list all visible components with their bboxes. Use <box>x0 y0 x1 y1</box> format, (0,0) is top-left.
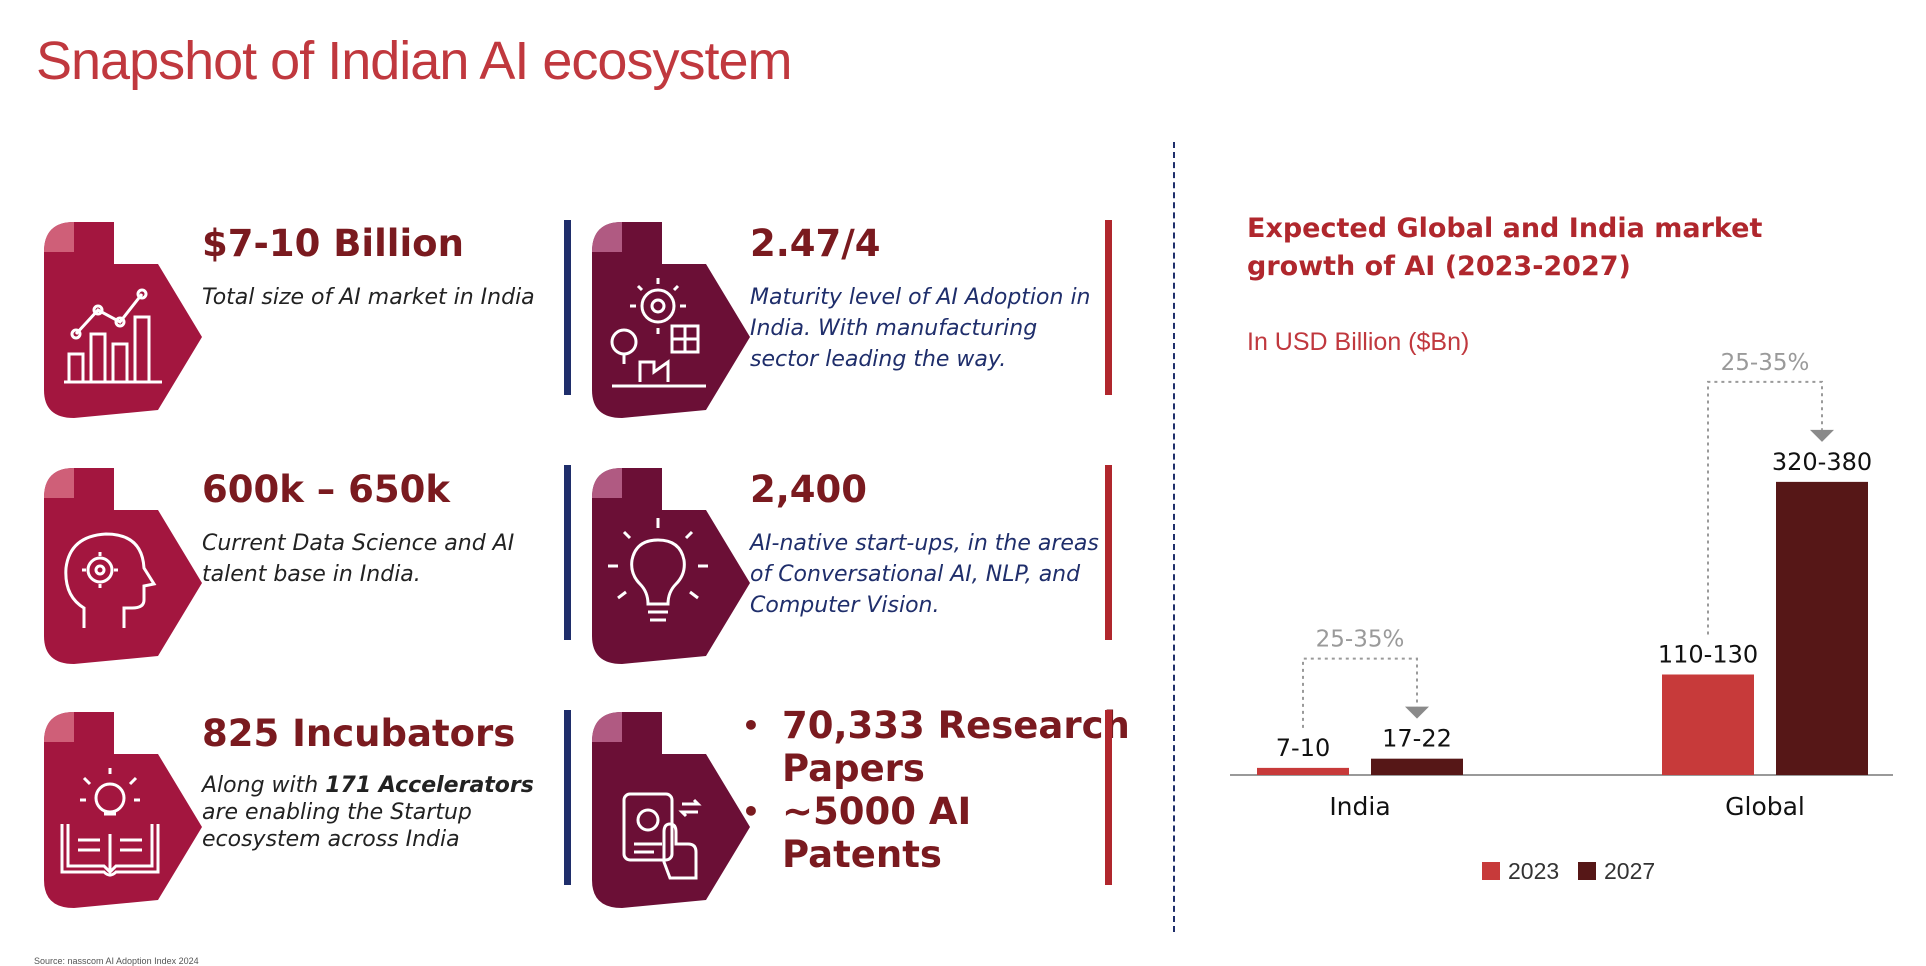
desc-bold: 171 Accelerators <box>325 773 534 798</box>
bar-global-2027 <box>1776 481 1868 775</box>
growth-arrow-global <box>1810 429 1834 442</box>
icon-tab <box>592 712 750 908</box>
icon-tab <box>44 222 202 418</box>
stat-description: Along with 171 Accelerators are enabling… <box>202 772 562 853</box>
stat-value: 2.47/4 <box>750 222 881 265</box>
bar-india-2023 <box>1257 767 1349 775</box>
desc-pre: Along with <box>202 773 326 798</box>
stat-value: $7-10 Billion <box>202 222 464 265</box>
bullet-text: ~5000 AI Patents <box>782 790 972 876</box>
section-divider <box>1173 142 1175 932</box>
page-title: Snapshot of Indian AI ecosystem <box>36 31 792 91</box>
divider-bar <box>564 465 571 640</box>
bullet-dot: • <box>742 795 760 828</box>
divider-bar <box>1105 220 1112 395</box>
desc-post: are enabling the Startup ecosystem acros… <box>202 800 472 852</box>
icon-tab <box>592 468 750 664</box>
stat-value: 2,400 <box>750 468 868 511</box>
divider-bar <box>1105 465 1112 640</box>
chart-title: Expected Global and India market growth … <box>1247 213 1763 282</box>
icon-tab <box>592 222 750 418</box>
icon-tab <box>44 468 202 664</box>
stat-description: Current Data Science and AI talent base … <box>202 531 515 587</box>
growth-label-india: 25-35% <box>1316 627 1405 653</box>
x-tick-label-india: India <box>1329 792 1390 821</box>
stat-description: Total size of AI market in India <box>202 285 535 310</box>
stat-value: 825 Incubators <box>202 712 516 755</box>
data-label-global-2027: 320-380 <box>1772 448 1872 476</box>
growth-label-global: 25-35% <box>1721 350 1810 376</box>
chart-unit-label: In USD Billion ($Bn) <box>1247 328 1470 356</box>
research-bullet-list: • 70,333 Research Papers • ~5000 AI Patent… <box>742 704 1142 876</box>
growth-connector-global <box>1707 380 1823 635</box>
patent-hand-icon <box>622 792 702 880</box>
stat-description: AI-native start-ups, in the areas of Con… <box>750 531 1099 618</box>
legend-label-2027: 2027 <box>1604 858 1655 884</box>
growth-connector-india <box>1302 657 1418 728</box>
bar-india-2027 <box>1371 758 1463 775</box>
bullet-ai-patents: • ~5000 AI Patents <box>742 790 1142 876</box>
divider-bar <box>564 220 571 395</box>
x-tick-label-global: Global <box>1725 792 1805 821</box>
legend-swatch-2023 <box>1482 862 1500 880</box>
bullet-text: 70,333 Research Papers <box>782 704 1130 790</box>
lightbulb-icon <box>608 518 708 622</box>
divider-bar <box>564 710 571 885</box>
divider-bar <box>1105 710 1112 885</box>
bullet-dot: • <box>742 709 760 742</box>
data-label-india-2027: 17-22 <box>1382 725 1452 753</box>
bar-global-2023 <box>1662 674 1754 775</box>
source-note: Source: nasscom AI Adoption Index 2024 <box>34 956 199 966</box>
stat-description: Maturity level of AI Adoption in India. … <box>750 285 1091 372</box>
growth-arrow-india <box>1405 706 1429 719</box>
bar-growth-chart-icon <box>64 288 162 384</box>
bullet-research-papers: • 70,333 Research Papers <box>742 704 1142 790</box>
growth-bar-chart: 7-10 17-22 India 110-130 320-380 Global 25-35%… <box>1230 350 1893 884</box>
data-label-global-2023: 110-130 <box>1658 641 1758 669</box>
head-gear-icon <box>64 532 157 628</box>
stat-value: 600k – 650k <box>202 468 450 511</box>
legend-label-2023: 2023 <box>1508 858 1559 884</box>
legend-swatch-2027 <box>1578 862 1596 880</box>
icon-tab <box>44 712 202 908</box>
data-label-india-2023: 7-10 <box>1276 734 1330 762</box>
book-lightbulb-icon <box>60 768 160 877</box>
factory-gear-icon <box>610 278 706 388</box>
